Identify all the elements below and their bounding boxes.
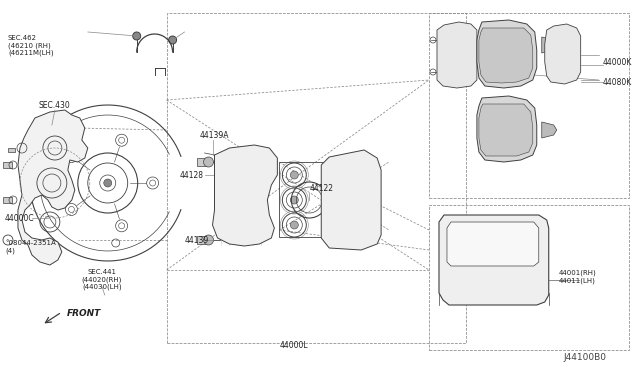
Text: FRONT: FRONT (67, 308, 101, 317)
Polygon shape (321, 150, 381, 250)
Text: SEC.441
(44020(RH)
(44030(LH): SEC.441 (44020(RH) (44030(LH) (81, 269, 122, 291)
Circle shape (291, 171, 298, 179)
Circle shape (204, 157, 214, 167)
Text: 44000L: 44000L (280, 340, 308, 350)
Polygon shape (477, 20, 537, 88)
Circle shape (291, 221, 298, 229)
Bar (279, 162, 329, 237)
Text: 44001(RH)
44011(LH): 44001(RH) 44011(LH) (559, 270, 596, 284)
Polygon shape (3, 162, 12, 168)
Text: 44000C: 44000C (5, 214, 35, 222)
Text: 44139: 44139 (184, 235, 209, 244)
Text: 44122: 44122 (309, 183, 333, 192)
Polygon shape (545, 24, 580, 84)
Text: J44100B0: J44100B0 (564, 353, 607, 362)
Text: 44000K: 44000K (603, 58, 632, 67)
Bar (166, 13, 466, 343)
Polygon shape (541, 122, 557, 138)
Polygon shape (8, 148, 15, 152)
Text: °08044-2351A
(4): °08044-2351A (4) (5, 240, 56, 253)
Polygon shape (479, 28, 532, 83)
Polygon shape (479, 104, 532, 156)
Circle shape (104, 179, 112, 187)
Text: SEC.430: SEC.430 (39, 100, 71, 109)
Bar (429, 205, 628, 350)
Polygon shape (196, 158, 207, 166)
Circle shape (291, 196, 298, 204)
Circle shape (204, 235, 214, 245)
Bar (429, 13, 628, 198)
Polygon shape (3, 197, 12, 203)
Polygon shape (541, 37, 557, 53)
Polygon shape (212, 145, 277, 246)
Text: 44139A: 44139A (200, 131, 229, 140)
Text: SEC.462
(46210 (RH)
(46211M(LH): SEC.462 (46210 (RH) (46211M(LH) (8, 35, 54, 56)
Circle shape (168, 36, 177, 44)
Circle shape (132, 32, 141, 40)
Polygon shape (447, 222, 539, 266)
Polygon shape (18, 110, 88, 265)
Text: 44128: 44128 (180, 170, 204, 180)
Polygon shape (437, 22, 477, 88)
Polygon shape (477, 96, 537, 162)
Text: 44080K: 44080K (603, 77, 632, 87)
Polygon shape (439, 215, 548, 305)
Polygon shape (196, 236, 207, 244)
